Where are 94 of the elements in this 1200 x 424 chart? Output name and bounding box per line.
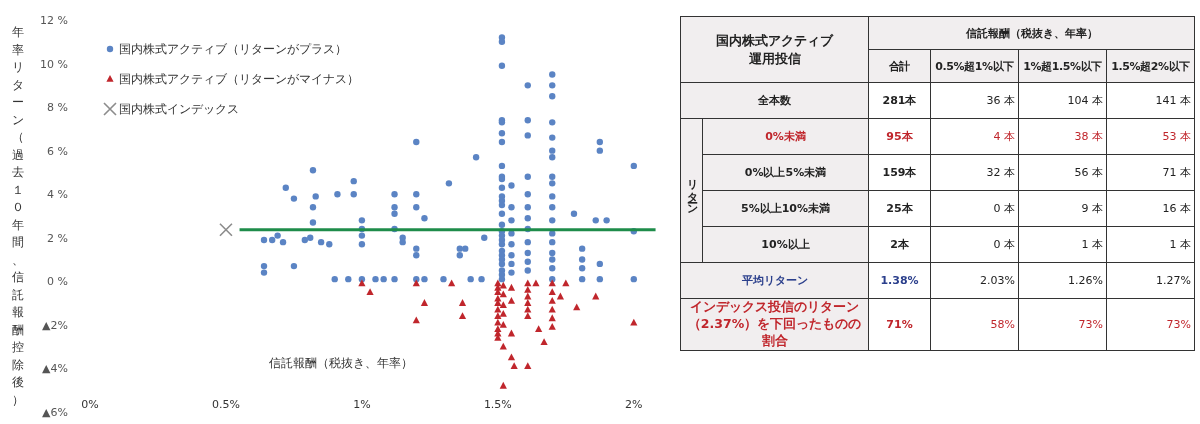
text: 1 本 xyxy=(1106,226,1195,263)
y-tick-label: 4 % xyxy=(47,188,68,202)
point xyxy=(548,323,556,330)
point xyxy=(524,312,532,319)
point xyxy=(540,338,548,346)
text: 159本 xyxy=(868,154,931,191)
text: 16 本 xyxy=(1106,190,1195,227)
point xyxy=(535,325,543,333)
x-tick-label: 0% xyxy=(81,398,99,411)
text: 10%以上 xyxy=(702,226,869,263)
text: 信託報酬（税抜き、年率） xyxy=(868,16,1195,50)
y-tick-label: 12 % xyxy=(40,14,68,27)
point xyxy=(499,290,507,298)
point xyxy=(507,283,516,291)
point xyxy=(548,314,556,322)
point xyxy=(524,299,532,306)
text: 平均リターン xyxy=(680,262,869,299)
point xyxy=(510,362,518,370)
point xyxy=(219,222,233,237)
y-tick-label: ▲4% xyxy=(42,362,68,376)
point xyxy=(366,288,374,296)
x-tick-label: 2% xyxy=(625,398,643,411)
text: 141 本 xyxy=(1106,82,1195,119)
text: 5%以上10%未満 xyxy=(702,190,869,227)
text: 25本 xyxy=(868,190,931,227)
text: 1.38% xyxy=(868,262,931,299)
point xyxy=(556,292,564,300)
text: 71% xyxy=(868,298,931,351)
text: 全本数 xyxy=(680,82,869,119)
x-tick-label: 0.5% xyxy=(211,398,240,411)
point xyxy=(630,318,638,326)
point xyxy=(420,299,429,306)
text: 95本 xyxy=(868,118,931,155)
text: 1.26% xyxy=(1018,262,1107,299)
y-tick-label: 0 % xyxy=(47,275,68,289)
y-tick-label: ▲6% xyxy=(42,406,68,419)
text: リターン xyxy=(680,118,703,263)
point xyxy=(499,320,507,328)
y-tick-label: ▲2% xyxy=(42,318,68,332)
point xyxy=(499,381,507,389)
point xyxy=(448,279,456,287)
point xyxy=(499,310,507,317)
text: 0.5%超1%以下 xyxy=(930,49,1019,83)
text: 56 本 xyxy=(1018,154,1107,191)
point xyxy=(494,312,502,319)
point xyxy=(494,318,502,326)
text: 71 本 xyxy=(1106,154,1195,191)
text: 38 本 xyxy=(1018,118,1107,155)
point xyxy=(507,353,516,361)
text: 2.03% xyxy=(930,262,1019,299)
x-tick-label: 1.5% xyxy=(483,398,512,411)
text: 合計 xyxy=(868,49,931,83)
text: 9 本 xyxy=(1018,190,1107,227)
text: 73% xyxy=(1018,298,1107,351)
point xyxy=(532,279,540,287)
x-axis-title: 信託報酬（税抜き、年率） xyxy=(269,355,414,370)
text: 36 本 xyxy=(930,82,1019,119)
text: 年率リターン（過去１０年間、信託報酬控除後） xyxy=(12,25,24,407)
point xyxy=(507,329,516,337)
text: 国内株式アクティブ運用投信 xyxy=(715,31,835,68)
point xyxy=(499,301,507,309)
y-tick-label: 10 % xyxy=(40,57,68,71)
text: インデックス投信のリターン（2.37%）を下回ったものの割合 xyxy=(680,298,869,351)
text: 4 本 xyxy=(930,118,1019,155)
text: 1%超1.5%以下 xyxy=(1018,49,1107,83)
text: 0 本 xyxy=(930,190,1019,227)
text: 0%未満 xyxy=(702,118,869,155)
text: 104 本 xyxy=(1018,82,1107,119)
y-tick-label: 2 % xyxy=(47,231,68,245)
text: 2本 xyxy=(868,226,931,263)
point xyxy=(524,362,532,370)
text: 32 本 xyxy=(930,154,1019,191)
point xyxy=(358,279,366,287)
text: 53 本 xyxy=(1106,118,1195,155)
y-tick-label: 8 % xyxy=(47,101,68,115)
text: 0%以上5%未満 xyxy=(702,154,869,191)
text: 58% xyxy=(930,298,1019,351)
point xyxy=(524,286,532,293)
point xyxy=(548,288,556,296)
text: 1.27% xyxy=(1106,262,1195,299)
text: 1.5%超2%以下 xyxy=(1106,49,1195,83)
text: 73% xyxy=(1106,298,1195,351)
point xyxy=(507,296,516,304)
text: 1 本 xyxy=(1018,226,1107,263)
x-tick-label: 1% xyxy=(353,398,371,411)
point xyxy=(458,299,467,306)
text: 0 本 xyxy=(930,226,1019,263)
legend-label: 国内株式アクティブ（リターンがプラス） xyxy=(119,42,347,56)
legend-label: 国内株式インデックス xyxy=(119,102,239,116)
point xyxy=(548,296,556,304)
legend-label: 国内株式アクティブ（リターンがマイナス） xyxy=(119,72,359,86)
point xyxy=(458,312,467,319)
text: 281本 xyxy=(868,82,931,119)
y-tick-label: 6 % xyxy=(47,144,68,158)
